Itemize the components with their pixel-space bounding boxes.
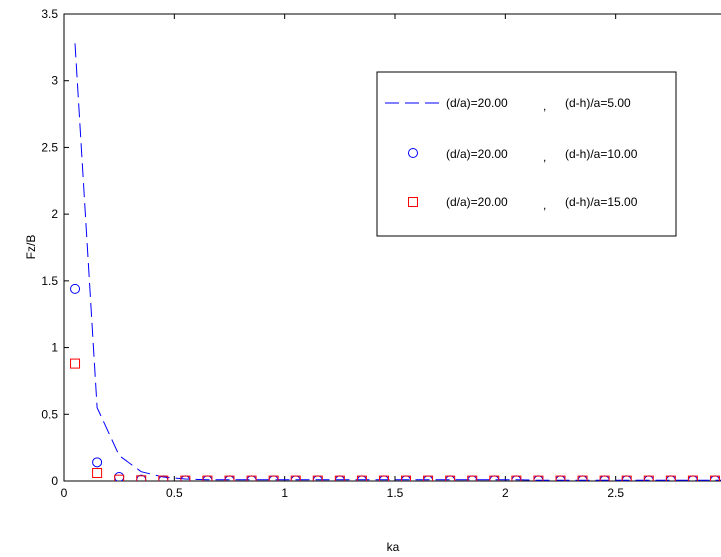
y-axis-ticks: 0 0.5 1 1.5 2 2.5 3 3.5 <box>41 7 69 488</box>
series-3-point <box>180 475 191 481</box>
x-tick-label: 1 <box>281 486 288 500</box>
legend-series-1-name: (d/a)=20.00 <box>446 96 508 110</box>
legend-series-2-separator: , <box>543 150 546 164</box>
x-tick-label: 0.5 <box>166 486 183 500</box>
series-3-point <box>246 475 257 481</box>
series-3-point <box>92 467 103 478</box>
series-3-point <box>356 475 367 481</box>
series-3-point <box>621 475 632 481</box>
legend-series-2-name2: (d-h)/a=10.00 <box>565 147 638 161</box>
series-3-point <box>401 475 412 481</box>
series-3-point <box>577 475 588 481</box>
series-1-line <box>74 43 721 481</box>
series-3-point <box>268 475 279 481</box>
y-tick-label: 1 <box>51 341 58 355</box>
y-tick-label: 0 <box>51 474 58 488</box>
legend-series-1-separator: , <box>543 99 546 113</box>
series-3-point <box>312 475 323 481</box>
x-tick-label: 2.5 <box>607 486 624 500</box>
series-3-point <box>136 475 147 481</box>
series-2-point <box>92 457 103 468</box>
legend-square-marker <box>408 197 418 207</box>
series-3-point <box>599 475 610 481</box>
series-3-point <box>555 475 566 481</box>
x-tick-label: 1.5 <box>387 486 404 500</box>
series-2-point <box>70 283 81 294</box>
series-3-point <box>334 475 345 481</box>
y-tick-label: 2.5 <box>41 140 58 154</box>
series-3-point <box>224 475 235 481</box>
series-3-point <box>445 475 456 481</box>
series-3-point <box>423 475 434 481</box>
series-3-point <box>202 475 213 481</box>
series-layer <box>70 43 721 481</box>
series-3-point <box>687 475 698 481</box>
legend-series-3-separator: , <box>543 198 546 212</box>
series-3-point <box>665 475 676 481</box>
series-3-point <box>533 475 544 481</box>
legend-series-3-name2: (d-h)/a=15.00 <box>565 195 638 209</box>
series-3-point <box>643 475 654 481</box>
x-axis-label: ka <box>387 540 400 554</box>
series-3-point <box>709 475 720 481</box>
x-axis-ticks: 00.511.522.53 <box>61 14 624 500</box>
y-tick-label: 2 <box>51 207 58 221</box>
y-tick-label: 0.5 <box>41 407 58 421</box>
legend: (d/a)=20.00 , (d-h)/a=5.00 (d/a)=20.00 ,… <box>376 71 677 237</box>
series-3-point <box>70 358 81 369</box>
y-tick-label: 3.5 <box>41 7 58 21</box>
series-3-point <box>378 475 389 481</box>
legend-series-2-name: (d/a)=20.00 <box>446 147 508 161</box>
legend-series-3-name: (d/a)=20.00 <box>446 195 508 209</box>
legend-box <box>376 71 677 237</box>
series-3-point <box>489 475 500 481</box>
x-tick-label: 0 <box>61 486 68 500</box>
series-3-point <box>290 475 301 481</box>
series-3-point <box>467 475 478 481</box>
series-3-point <box>511 475 522 481</box>
y-axis-label: Fz/B <box>24 235 38 260</box>
series-3-point <box>158 475 169 481</box>
y-tick-label: 3 <box>51 74 58 88</box>
x-tick-label: 2 <box>502 486 509 500</box>
legend-circle-marker <box>408 148 418 158</box>
series-3-point <box>114 474 125 481</box>
y-tick-label: 1.5 <box>41 274 58 288</box>
legend-series-1-name2: (d-h)/a=5.00 <box>565 96 631 110</box>
